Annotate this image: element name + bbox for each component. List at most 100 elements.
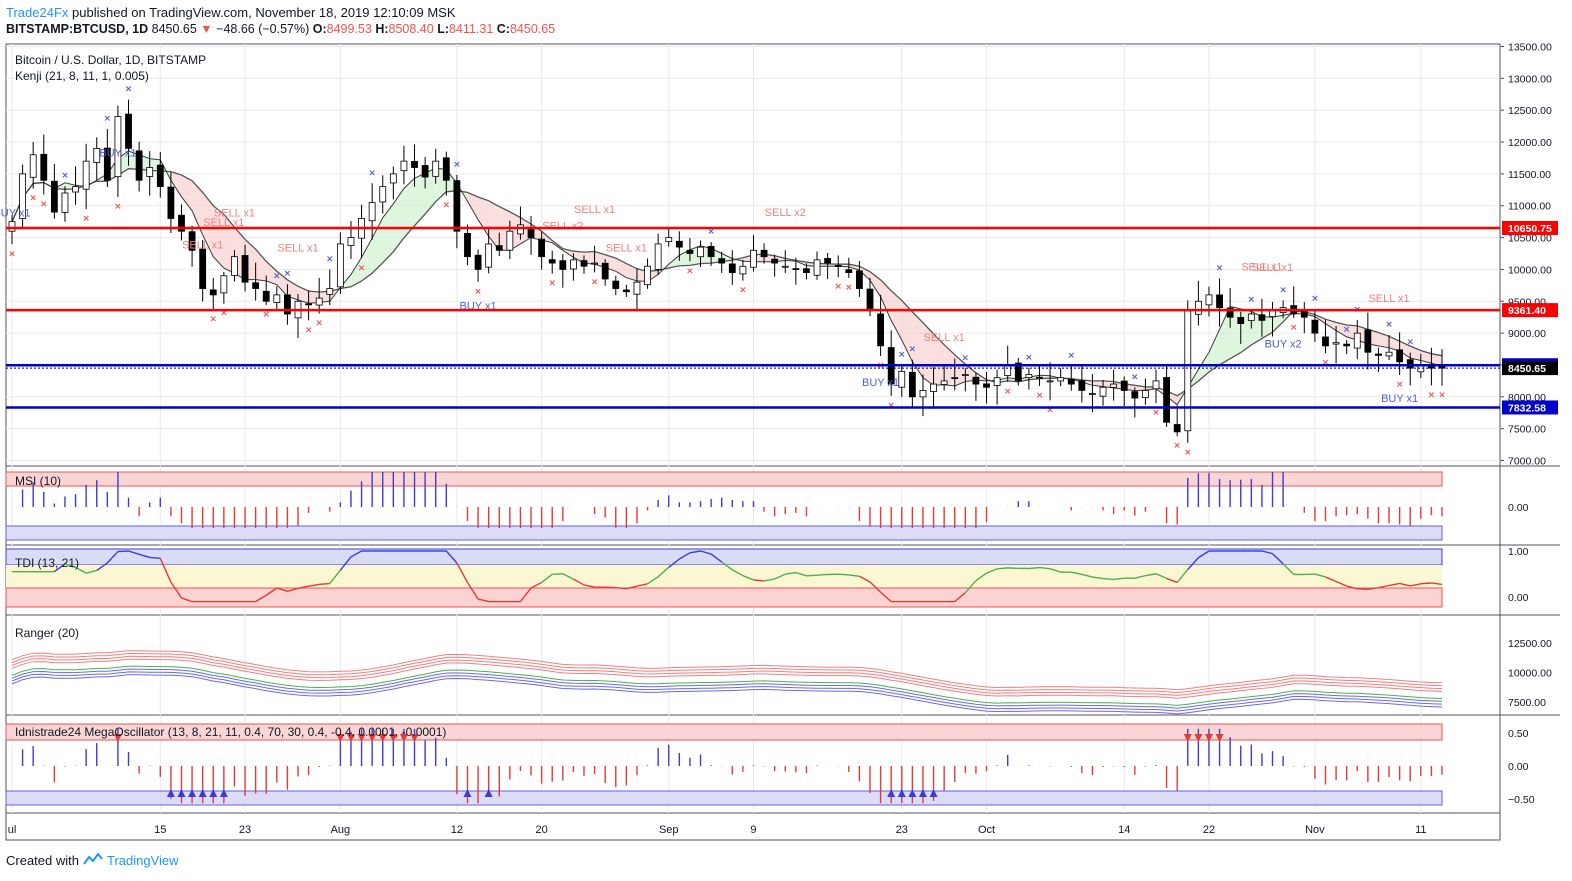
signal-label: SELL x2 <box>765 207 806 219</box>
ma-cloud-fill <box>668 255 680 268</box>
tdi-line-segment <box>986 568 998 574</box>
tdi-line-segment <box>975 572 987 582</box>
signal-cross-icon: × <box>1311 294 1319 304</box>
tdi-line-segment <box>64 563 76 569</box>
ranger-band-line <box>11 671 1443 712</box>
candle-body <box>40 153 48 181</box>
signal-cross-icon: × <box>1385 320 1393 330</box>
tdi-line-segment <box>742 575 754 581</box>
candle-body <box>19 173 26 219</box>
ma-cloud-fill <box>276 271 288 297</box>
signal-cross-icon: × <box>1025 353 1033 363</box>
candle-body <box>1163 377 1170 423</box>
date-tick-label: 14 <box>1118 824 1130 836</box>
signal-cross-icon: × <box>8 249 16 259</box>
buy-triangle-icon <box>484 789 493 797</box>
tdi-line-segment <box>106 551 119 564</box>
signal-cross-icon: × <box>845 283 853 293</box>
signal-cross-icon: × <box>443 201 451 211</box>
candle-body <box>930 383 937 392</box>
candle-body <box>612 280 620 289</box>
candle-body <box>1385 351 1393 357</box>
pane-tick-label: −0.50 <box>1508 794 1535 806</box>
candle-body <box>241 255 249 283</box>
tdi-line-segment <box>75 566 87 574</box>
tdi-line-segment <box>1388 582 1400 587</box>
sell-triangle-icon <box>410 734 419 742</box>
candle-body <box>29 154 37 178</box>
sell-triangle-icon <box>368 734 377 742</box>
pane-title: TDI (13, 21) <box>15 556 79 570</box>
tdi-line-segment <box>265 587 278 596</box>
candle-body <box>601 262 609 280</box>
tdi-line-segment <box>1282 563 1295 575</box>
candle-body <box>1110 383 1118 388</box>
signal-label: BUY x2 <box>1265 339 1302 351</box>
ranger-band-line <box>11 655 1443 696</box>
tdi-line-segment <box>721 561 733 571</box>
date-tick-label: 9 <box>750 824 756 836</box>
pane-tick-label: 0.00 <box>1508 761 1529 773</box>
candle-body <box>877 313 884 347</box>
signal-label: SELL x1 <box>203 217 244 229</box>
candle-body <box>61 192 69 213</box>
tdi-line-segment <box>1410 583 1421 587</box>
buy-triangle-icon <box>908 789 917 797</box>
tdi-line-segment <box>1028 566 1040 570</box>
candle-body <box>1142 390 1149 398</box>
candle-body <box>559 260 567 270</box>
candle-body <box>379 186 387 203</box>
signal-label: SELL x1 <box>1368 293 1409 305</box>
tdi-line-segment <box>647 576 659 585</box>
ma-cloud-fill <box>478 197 489 237</box>
signal-cross-icon: × <box>548 279 556 289</box>
signal-cross-icon: × <box>962 353 970 363</box>
candle-body <box>453 180 461 232</box>
price-tick-label: 10500.00 <box>1508 233 1552 245</box>
tdi-line-segment <box>1092 576 1104 580</box>
candle-body <box>400 160 408 172</box>
candle-body <box>209 289 217 296</box>
tdi-line-segment <box>1081 573 1093 578</box>
candle-body <box>1258 314 1266 321</box>
signal-cross-icon: × <box>114 202 122 212</box>
chart-title: Bitcoin / U.S. Dollar, 1D, BITSTAMP <box>15 53 206 67</box>
candle-body <box>421 165 429 178</box>
candle-body <box>93 148 101 163</box>
signal-cross-icon: × <box>1248 295 1256 305</box>
signal-cross-icon: × <box>1004 387 1012 397</box>
tdi-line-segment <box>1134 574 1146 579</box>
price-tick-label: 9000.00 <box>1508 328 1546 340</box>
candle-body <box>495 245 503 251</box>
ma-cloud-fill <box>1272 315 1284 333</box>
buy-triangle-icon <box>209 789 218 797</box>
tdi-line-segment <box>562 573 574 580</box>
pane-title: MSI (10) <box>15 474 61 488</box>
signal-cross-icon: × <box>834 282 842 292</box>
candle-body <box>1375 353 1382 356</box>
candle-body <box>1205 294 1213 306</box>
candle-body <box>103 147 111 181</box>
tradingview-link[interactable]: TradingView <box>106 853 179 868</box>
close-label: C: <box>496 22 510 36</box>
price-tick-label: 12500.00 <box>1508 105 1552 117</box>
signal-cross-icon: × <box>209 315 217 325</box>
pane-title: Ranger (20) <box>15 626 79 640</box>
candle-body <box>527 227 535 238</box>
tdi-line-segment <box>1420 582 1432 585</box>
date-tick-label: Oct <box>978 824 995 836</box>
signal-cross-icon: × <box>61 171 69 181</box>
candle-body <box>866 288 874 312</box>
mega-lower-band <box>5 790 1443 806</box>
brand-link[interactable]: Trade24Fx <box>6 5 69 20</box>
tdi-line-segment <box>85 569 97 574</box>
tdi-line-segment <box>519 587 532 603</box>
buy-triangle-icon <box>463 789 472 797</box>
signal-cross-icon: × <box>1173 441 1181 451</box>
sell-triangle-icon <box>1194 734 1203 742</box>
tdi-line-segment <box>1378 584 1390 589</box>
candle-body <box>961 374 969 376</box>
high-value: 8508.40 <box>388 22 434 36</box>
tdi-line-segment <box>319 582 330 586</box>
